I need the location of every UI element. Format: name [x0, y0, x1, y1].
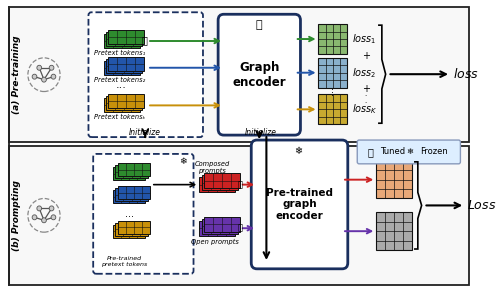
FancyBboxPatch shape: [118, 163, 150, 176]
Text: $\it{loss}$: $\it{loss}$: [453, 67, 479, 81]
FancyBboxPatch shape: [251, 140, 348, 269]
Circle shape: [41, 77, 46, 82]
Circle shape: [32, 215, 37, 220]
Text: ❄️: ❄️: [180, 157, 188, 166]
FancyBboxPatch shape: [9, 146, 469, 285]
Text: $\it{loss}_K$: $\it{loss}_K$: [352, 102, 377, 116]
Text: Graph
encoder: Graph encoder: [233, 61, 286, 89]
Text: ❄️: ❄️: [295, 146, 303, 156]
FancyBboxPatch shape: [106, 59, 142, 73]
Text: ···: ···: [328, 86, 338, 95]
FancyBboxPatch shape: [376, 212, 412, 250]
Text: 🔥: 🔥: [368, 147, 373, 157]
Text: Pretext tokens₂: Pretext tokens₂: [94, 77, 145, 83]
Text: Initialize: Initialize: [129, 128, 161, 137]
FancyBboxPatch shape: [357, 140, 461, 164]
FancyBboxPatch shape: [318, 24, 347, 54]
FancyBboxPatch shape: [113, 225, 145, 238]
FancyBboxPatch shape: [113, 190, 145, 203]
Text: Pre-trained
graph
encoder: Pre-trained graph encoder: [266, 188, 333, 221]
Circle shape: [32, 74, 37, 79]
FancyBboxPatch shape: [118, 221, 150, 234]
FancyBboxPatch shape: [108, 30, 144, 44]
FancyBboxPatch shape: [115, 165, 148, 178]
FancyBboxPatch shape: [106, 96, 142, 110]
FancyBboxPatch shape: [108, 95, 144, 108]
FancyBboxPatch shape: [204, 173, 240, 188]
FancyBboxPatch shape: [88, 12, 203, 137]
FancyBboxPatch shape: [202, 219, 238, 234]
Text: Tuned: Tuned: [380, 147, 405, 157]
Text: (b) Prompting: (b) Prompting: [12, 180, 21, 251]
Text: +: +: [362, 51, 370, 61]
FancyBboxPatch shape: [115, 223, 148, 236]
FancyBboxPatch shape: [108, 57, 144, 71]
Circle shape: [49, 206, 54, 211]
Text: 🔥: 🔥: [238, 224, 243, 233]
Text: $\it{Loss}$: $\it{Loss}$: [467, 199, 497, 212]
FancyBboxPatch shape: [106, 32, 142, 46]
FancyBboxPatch shape: [318, 95, 347, 124]
FancyBboxPatch shape: [204, 217, 240, 232]
Text: $\it{loss}_1$: $\it{loss}_1$: [352, 32, 376, 46]
Text: Pretext tokens₁: Pretext tokens₁: [94, 50, 145, 56]
FancyBboxPatch shape: [9, 7, 469, 142]
Text: ❄️: ❄️: [407, 147, 414, 157]
FancyBboxPatch shape: [376, 161, 412, 199]
Text: 🔥: 🔥: [141, 35, 147, 45]
Text: ·
·
·: · · ·: [365, 86, 367, 106]
Circle shape: [51, 74, 56, 79]
Circle shape: [37, 206, 41, 211]
FancyBboxPatch shape: [104, 61, 140, 75]
FancyBboxPatch shape: [104, 34, 140, 48]
Text: $\it{loss}_2$: $\it{loss}_2$: [352, 66, 376, 80]
Text: Initialize: Initialize: [245, 128, 277, 137]
Text: ...: ...: [125, 209, 134, 219]
FancyBboxPatch shape: [104, 98, 140, 112]
Circle shape: [41, 218, 46, 223]
Text: 🔥: 🔥: [256, 20, 262, 30]
FancyBboxPatch shape: [118, 186, 150, 199]
FancyBboxPatch shape: [199, 221, 235, 236]
Circle shape: [37, 65, 41, 70]
FancyBboxPatch shape: [113, 167, 145, 180]
Text: (a) Pre-training: (a) Pre-training: [12, 35, 21, 114]
Text: Frozen: Frozen: [420, 147, 448, 157]
Circle shape: [51, 215, 56, 220]
FancyBboxPatch shape: [115, 188, 148, 201]
Text: Pretext tokensₖ: Pretext tokensₖ: [94, 114, 145, 120]
FancyBboxPatch shape: [318, 58, 347, 88]
FancyBboxPatch shape: [202, 175, 238, 190]
FancyBboxPatch shape: [93, 154, 194, 274]
Text: Pre-trained
pretext tokens: Pre-trained pretext tokens: [101, 256, 148, 267]
Text: Open prompts: Open prompts: [191, 239, 239, 245]
Text: 🔥: 🔥: [238, 180, 243, 189]
Text: +: +: [362, 84, 370, 94]
FancyBboxPatch shape: [199, 177, 235, 192]
Text: Composed
prompts: Composed prompts: [195, 161, 230, 174]
Circle shape: [49, 65, 54, 70]
Text: ...: ...: [116, 80, 127, 90]
FancyBboxPatch shape: [218, 14, 300, 135]
